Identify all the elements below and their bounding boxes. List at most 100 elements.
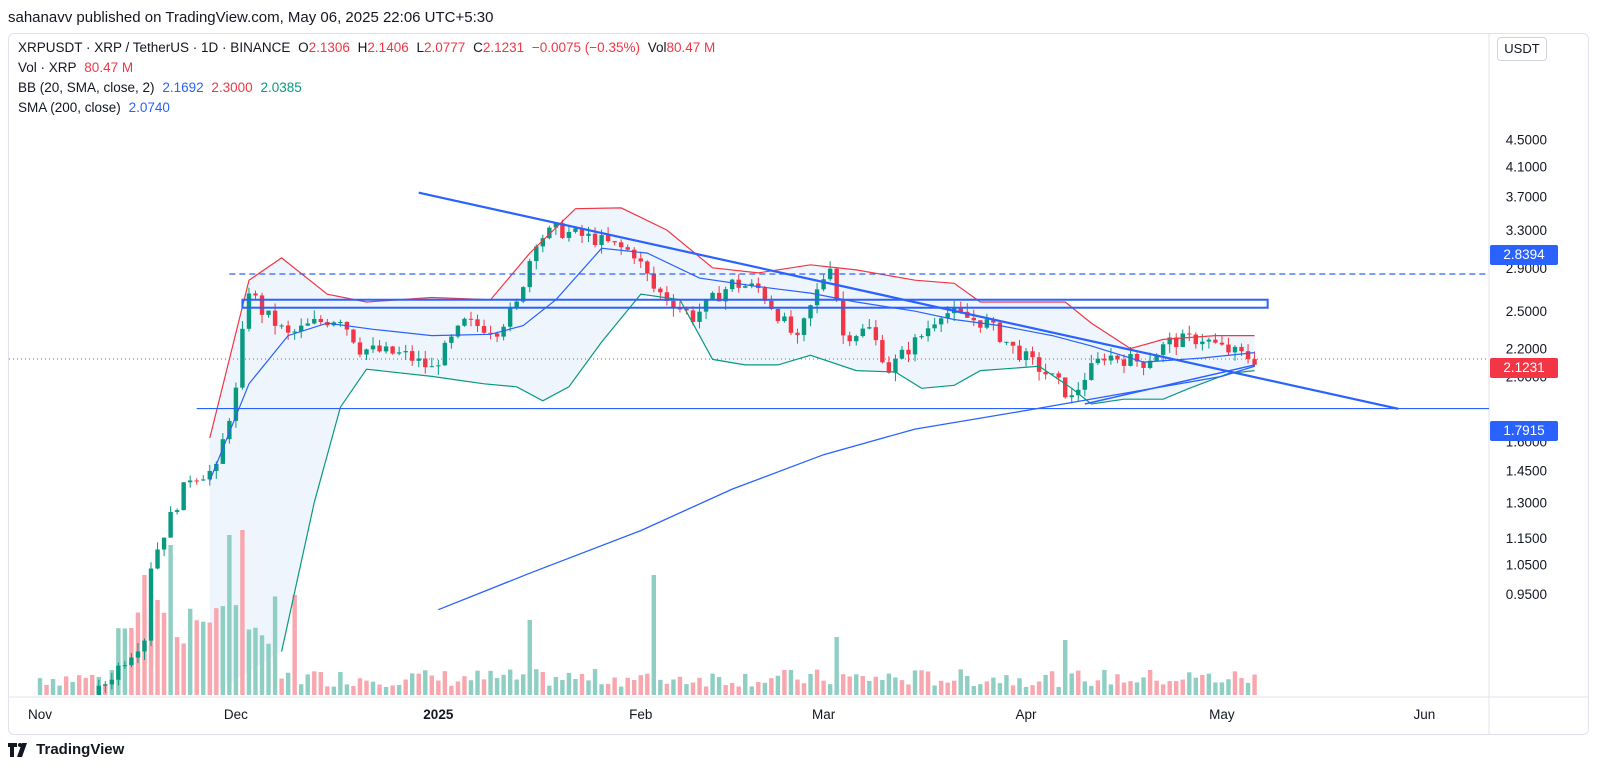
candle-body [148, 568, 154, 641]
volume-bar [1154, 680, 1159, 695]
candle-body [716, 292, 722, 302]
candle-body [233, 387, 239, 421]
candle-body [403, 351, 408, 353]
volume-bar [396, 685, 402, 695]
volume-bar [514, 679, 519, 695]
volume-bar [390, 685, 395, 695]
candle-body [1154, 354, 1159, 361]
candle-body [1036, 357, 1042, 372]
legend-symbol-line[interactable]: XRPUSDT · XRP / TetherUS · 1D · BINANCE … [18, 40, 719, 55]
volume-bar [743, 673, 748, 695]
volume-bar [1049, 671, 1055, 695]
volume-bar [599, 684, 604, 695]
volume-bar [1239, 678, 1244, 695]
volume-bar [573, 679, 578, 695]
candle-body [1219, 342, 1225, 345]
volume-bar [201, 621, 206, 695]
candle-body [1160, 344, 1166, 355]
volume-bar [560, 679, 565, 695]
candle-body [703, 299, 709, 312]
candle-body [743, 286, 748, 288]
volume-bar [749, 686, 754, 695]
volume-bar [723, 685, 728, 695]
tradingview-brand[interactable]: TradingView [8, 741, 124, 758]
volume-bar [272, 596, 278, 695]
volume-bar [1043, 674, 1048, 695]
candle-body [625, 247, 630, 250]
candle-body [220, 439, 226, 464]
volume-bar [736, 686, 741, 695]
candle-body [899, 349, 905, 359]
resistance-price-tag: 2.8394 [1490, 245, 1558, 265]
candle-body [847, 335, 852, 342]
volume-bar [1134, 682, 1140, 695]
volume-bar [1193, 677, 1199, 695]
candle-body [932, 324, 937, 329]
volume-bar [1102, 669, 1107, 695]
candle-body [377, 345, 382, 352]
volume-bar [814, 669, 820, 695]
volume-bar [827, 684, 833, 695]
candle-body [1043, 371, 1048, 375]
candle-body [697, 311, 702, 322]
candle-body [429, 366, 434, 368]
volume-bar [148, 621, 154, 695]
x-tick-label: May [1209, 707, 1235, 722]
candle-body [312, 318, 317, 324]
legend-volume-line[interactable]: Vol · XRP 80.47 M [18, 60, 137, 75]
legend-sma-line[interactable]: SMA (200, close) 2.0740 [18, 100, 174, 115]
candle-body [729, 279, 735, 290]
candle-body [638, 258, 643, 262]
volume-bar [1226, 679, 1231, 695]
candle-body [547, 227, 552, 239]
volume-bar [677, 676, 683, 695]
candle-body [488, 332, 493, 334]
y-tick-label: 3.7000 [1506, 190, 1547, 205]
sma200-line [438, 365, 1255, 611]
bb-upper-line [209, 207, 1255, 439]
volume-bar [436, 680, 441, 695]
volume-bar [703, 686, 709, 695]
volume-bar [1252, 674, 1257, 695]
candle-body [690, 310, 696, 322]
volume-indicator-value: 80.47 M [84, 60, 134, 75]
volume-bar [468, 680, 474, 695]
candle-body [436, 365, 441, 367]
currency-unit-button[interactable]: USDT [1497, 37, 1547, 61]
symbol-label[interactable]: XRPUSDT · XRP / TetherUS · 1D · BINANCE [18, 40, 291, 55]
candle-body [1128, 353, 1133, 366]
candle-body [534, 246, 539, 262]
candle-body [912, 337, 918, 355]
candle-body [253, 293, 258, 296]
candle-body [1147, 360, 1153, 368]
volume-bar [37, 678, 43, 695]
volume-bar [645, 673, 650, 695]
volume-bar [834, 637, 839, 695]
volume-bar [1017, 678, 1022, 695]
candle-body [1226, 344, 1231, 353]
volume-bar [592, 669, 598, 695]
volume-bar [292, 595, 297, 695]
volume-bar [553, 677, 559, 695]
volume-bar [1219, 682, 1225, 695]
bb-basis-line [209, 247, 1255, 481]
candle-body [886, 362, 892, 373]
legend-bb-line[interactable]: BB (20, SMA, close, 2) 2.1692 2.3000 2.0… [18, 80, 306, 95]
volume-bar [344, 684, 350, 695]
volume-bar [925, 671, 931, 695]
volume-bar [821, 680, 826, 695]
candle-body [671, 300, 676, 309]
candle-body [370, 345, 376, 350]
volume-bar [501, 674, 506, 695]
candle-body [1206, 339, 1212, 342]
volume-bar [782, 669, 787, 695]
volume-bar [142, 575, 147, 695]
volume-bar [867, 680, 872, 695]
candle-body [299, 325, 304, 332]
volume-bar [403, 679, 408, 695]
candle-body [122, 665, 128, 667]
candle-body [285, 325, 291, 333]
volume-bar [618, 686, 624, 695]
descending-trendline [418, 191, 1399, 410]
